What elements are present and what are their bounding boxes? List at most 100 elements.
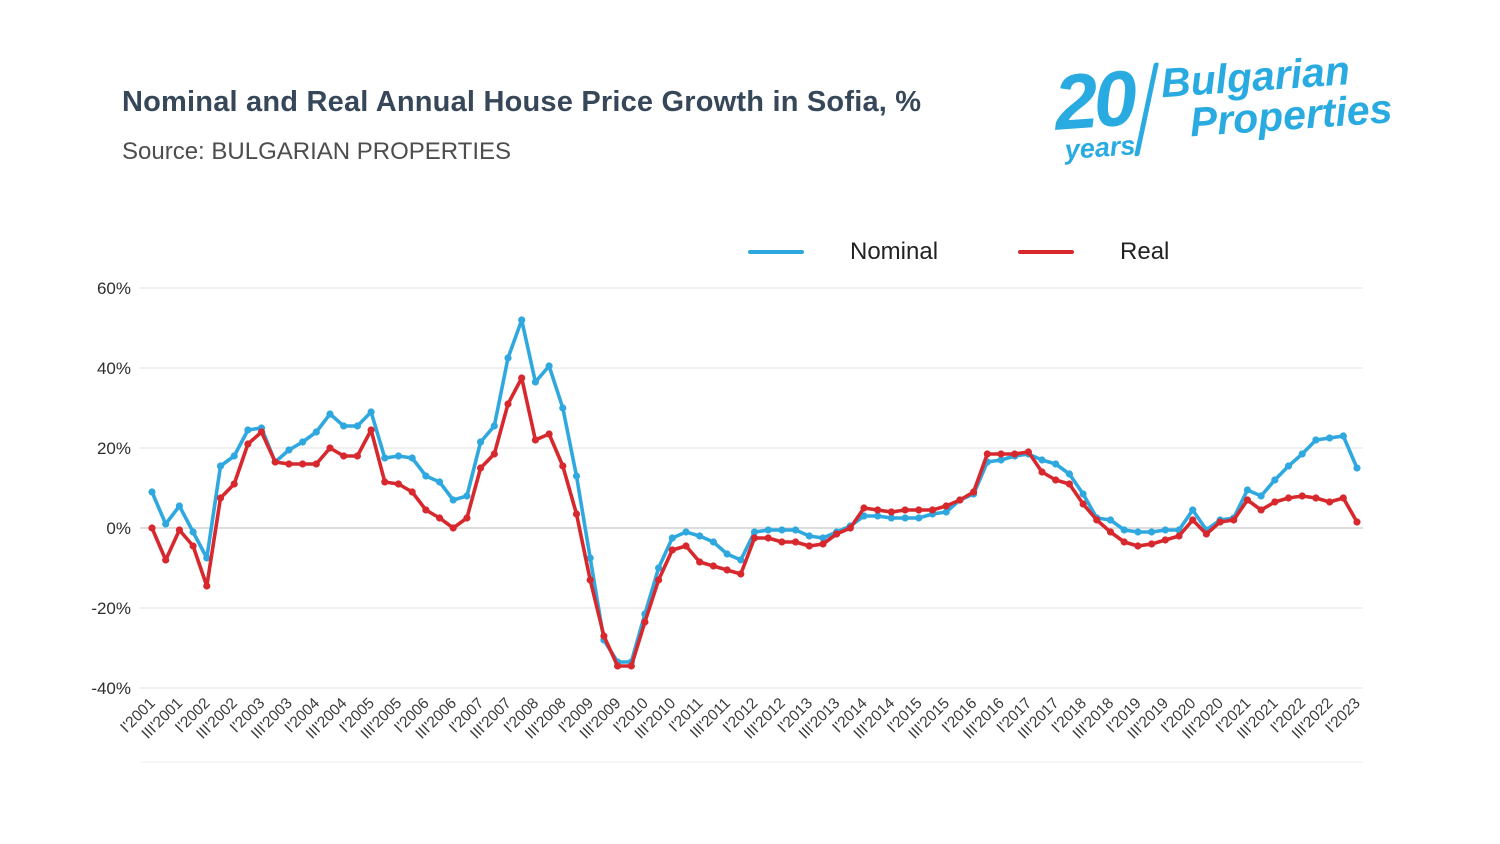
chart-title: Nominal and Real Annual House Price Grow… [122, 86, 922, 118]
real-point [1298, 492, 1306, 500]
nominal-point [381, 454, 389, 462]
nominal-point [299, 438, 307, 446]
real-point [408, 488, 416, 496]
nominal-point [696, 532, 704, 540]
real-point [271, 458, 279, 466]
real-point [1065, 480, 1073, 488]
nominal-point [750, 528, 759, 536]
nominal-point [216, 462, 225, 470]
nominal-point [367, 408, 375, 416]
nominal-point [244, 426, 252, 434]
nominal-point [394, 452, 403, 460]
nominal-point [764, 526, 772, 534]
nominal-point [997, 456, 1005, 464]
real-point [299, 460, 307, 468]
real-point [997, 450, 1005, 458]
real-point [696, 558, 704, 566]
nominal-point [1120, 526, 1128, 534]
real-point [1011, 450, 1019, 458]
real-point [353, 452, 361, 460]
real-point [778, 538, 786, 546]
nominal-point [436, 478, 444, 486]
nominal-point [572, 472, 581, 480]
real-point [1243, 496, 1251, 504]
nominal-point [1189, 506, 1197, 514]
real-point [805, 542, 813, 550]
nominal-point [422, 472, 430, 480]
nominal-point [915, 514, 923, 522]
nominal-point [353, 422, 361, 430]
real-point [463, 514, 471, 522]
y-tick-label: -40% [91, 679, 131, 698]
real-point [764, 534, 772, 542]
real-point [1216, 518, 1224, 526]
nominal-point [162, 520, 170, 528]
legend-label-nominal: Nominal [850, 238, 939, 265]
real-point [203, 582, 211, 590]
real-point [956, 496, 964, 504]
real-point [901, 506, 909, 514]
real-point [970, 488, 978, 496]
nominal-point [504, 354, 512, 362]
nominal-point [778, 526, 786, 534]
real-point [1175, 532, 1183, 540]
real-point [340, 452, 348, 460]
real-point [1189, 516, 1197, 524]
nominal-point [805, 532, 813, 540]
real-point [586, 576, 594, 584]
real-point [162, 556, 170, 564]
real-point [1024, 448, 1032, 456]
nominal-point [887, 514, 896, 522]
real-point [641, 618, 649, 626]
nominal-point [792, 526, 800, 534]
nominal-point [175, 502, 183, 510]
real-point [436, 514, 444, 522]
real-line-swatch [1018, 250, 1075, 254]
nominal-point [819, 534, 827, 542]
chart-source: Source: BULGARIAN PROPERTIES [122, 138, 512, 165]
nominal-point [874, 512, 882, 520]
nominal-point [1134, 528, 1142, 536]
real-point [285, 460, 293, 468]
real-point [1312, 494, 1320, 502]
real-point [1052, 476, 1060, 484]
real-point [518, 374, 526, 382]
real-point [477, 464, 485, 472]
real-point [750, 534, 759, 542]
nominal-point [901, 514, 909, 522]
y-tick-label: 40% [97, 359, 131, 378]
nominal-point [449, 496, 457, 504]
nominal-point [1326, 434, 1334, 442]
nominal-point [723, 550, 731, 558]
real-point [860, 504, 868, 512]
nominal-point [312, 428, 320, 436]
nominal-point [148, 488, 156, 496]
nominal-point [1079, 490, 1087, 498]
real-point [983, 450, 991, 458]
real-point [1079, 500, 1087, 508]
real-point [887, 508, 896, 516]
nominal-point [340, 422, 348, 430]
nominal-point [463, 492, 471, 500]
nominal-point [1298, 450, 1306, 458]
nominal-point [1284, 462, 1293, 470]
real-point [942, 502, 950, 510]
real-point [1106, 528, 1115, 536]
real-point [682, 542, 690, 550]
nominal-point [490, 422, 498, 430]
nominal-point [518, 316, 526, 324]
legend-label-real: Real [1120, 238, 1170, 265]
real-point [1202, 530, 1210, 538]
nominal-point [203, 554, 211, 562]
real-point [668, 546, 676, 554]
real-point [545, 430, 553, 438]
y-tick-label: 0% [106, 519, 131, 538]
real-point [1339, 494, 1347, 502]
real-point [326, 444, 334, 452]
nominal-point [942, 508, 950, 516]
real-point [381, 478, 389, 486]
real-point [627, 662, 635, 670]
chart-legend: Nominal Real [748, 238, 1169, 266]
